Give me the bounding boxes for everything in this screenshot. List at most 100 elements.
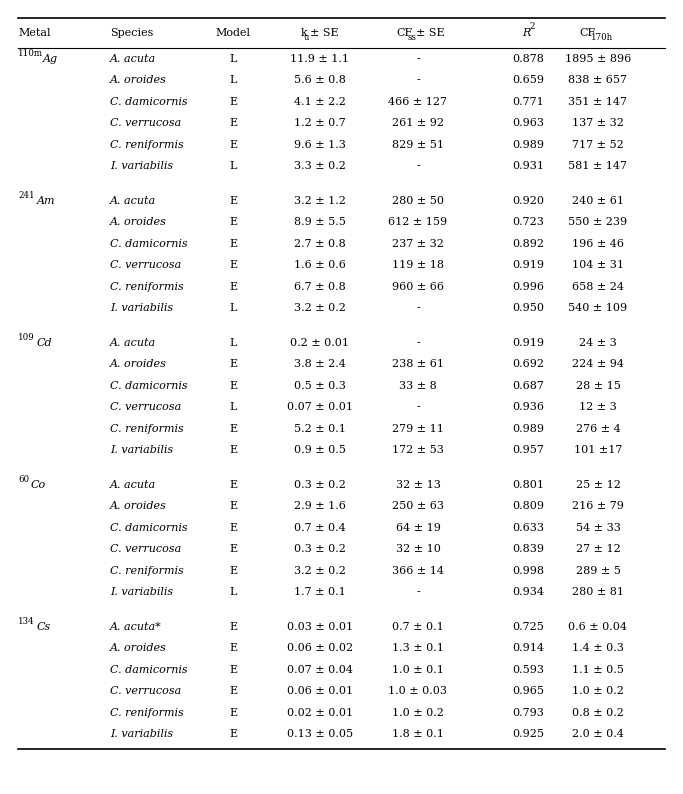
Text: 172 ± 53: 172 ± 53 — [392, 445, 444, 455]
Text: 0.801: 0.801 — [512, 480, 544, 490]
Text: 54 ± 33: 54 ± 33 — [576, 522, 620, 533]
Text: 0.963: 0.963 — [512, 118, 544, 129]
Text: 2.7 ± 0.8: 2.7 ± 0.8 — [294, 239, 346, 249]
Text: Co: Co — [31, 480, 46, 490]
Text: L: L — [229, 54, 237, 64]
Text: 612 ± 159: 612 ± 159 — [389, 218, 447, 227]
Text: 838 ± 657: 838 ± 657 — [568, 75, 628, 85]
Text: C. verrucosa: C. verrucosa — [110, 260, 181, 270]
Text: 4.1 ± 2.2: 4.1 ± 2.2 — [294, 97, 346, 106]
Text: 466 ± 127: 466 ± 127 — [389, 97, 447, 106]
Text: E: E — [229, 424, 237, 434]
Text: E: E — [229, 260, 237, 270]
Text: 1.4 ± 0.3: 1.4 ± 0.3 — [572, 643, 624, 653]
Text: 1.0 ± 0.1: 1.0 ± 0.1 — [392, 665, 444, 675]
Text: 224 ± 94: 224 ± 94 — [572, 359, 624, 369]
Text: 0.03 ± 0.01: 0.03 ± 0.01 — [287, 622, 353, 632]
Text: 0.8 ± 0.2: 0.8 ± 0.2 — [572, 707, 624, 718]
Text: 0.13 ± 0.05: 0.13 ± 0.05 — [287, 729, 353, 739]
Text: 0.06 ± 0.01: 0.06 ± 0.01 — [287, 686, 353, 696]
Text: 0.950: 0.950 — [512, 303, 544, 314]
Text: 216 ± 79: 216 ± 79 — [572, 501, 624, 511]
Text: 0.692: 0.692 — [512, 359, 544, 369]
Text: 241: 241 — [18, 191, 35, 200]
Text: 0.659: 0.659 — [512, 75, 544, 85]
Text: 0.6 ± 0.04: 0.6 ± 0.04 — [568, 622, 628, 632]
Text: 0.9 ± 0.5: 0.9 ± 0.5 — [294, 445, 346, 455]
Text: E: E — [229, 359, 237, 369]
Text: 0.989: 0.989 — [512, 140, 544, 150]
Text: 0.725: 0.725 — [512, 622, 544, 632]
Text: u: u — [304, 33, 309, 42]
Text: I. variabilis: I. variabilis — [110, 303, 173, 314]
Text: 110m: 110m — [18, 48, 43, 58]
Text: 32 ± 10: 32 ± 10 — [395, 544, 441, 554]
Text: 137 ± 32: 137 ± 32 — [572, 118, 624, 129]
Text: A. oroides: A. oroides — [110, 218, 167, 227]
Text: 280 ± 50: 280 ± 50 — [392, 196, 444, 206]
Text: 250 ± 63: 250 ± 63 — [392, 501, 444, 511]
Text: -: - — [416, 337, 420, 348]
Text: C. verrucosa: C. verrucosa — [110, 544, 181, 554]
Text: E: E — [229, 97, 237, 106]
Text: 0.965: 0.965 — [512, 686, 544, 696]
Text: 581 ± 147: 581 ± 147 — [568, 161, 628, 172]
Text: 0.3 ± 0.2: 0.3 ± 0.2 — [294, 480, 346, 490]
Text: A. acuta: A. acuta — [110, 337, 156, 348]
Text: 366 ± 14: 366 ± 14 — [392, 566, 444, 576]
Text: L: L — [229, 75, 237, 85]
Text: A. acuta*: A. acuta* — [110, 622, 162, 632]
Text: 276 ± 4: 276 ± 4 — [576, 424, 620, 434]
Text: 27 ± 12: 27 ± 12 — [576, 544, 620, 554]
Text: E: E — [229, 643, 237, 653]
Text: 658 ± 24: 658 ± 24 — [572, 282, 624, 291]
Text: 6.7 ± 0.8: 6.7 ± 0.8 — [294, 282, 346, 291]
Text: L: L — [229, 403, 237, 412]
Text: 64 ± 19: 64 ± 19 — [395, 522, 441, 533]
Text: 0.919: 0.919 — [512, 337, 544, 348]
Text: 3.8 ± 2.4: 3.8 ± 2.4 — [294, 359, 346, 369]
Text: 1.2 ± 0.7: 1.2 ± 0.7 — [294, 118, 346, 129]
Text: -: - — [416, 161, 420, 172]
Text: 0.06 ± 0.02: 0.06 ± 0.02 — [287, 643, 353, 653]
Text: 1.7 ± 0.1: 1.7 ± 0.1 — [294, 588, 346, 597]
Text: C. reniformis: C. reniformis — [110, 707, 184, 718]
Text: 3.2 ± 0.2: 3.2 ± 0.2 — [294, 566, 346, 576]
Text: 5.6 ± 0.8: 5.6 ± 0.8 — [294, 75, 346, 85]
Text: 279 ± 11: 279 ± 11 — [392, 424, 444, 434]
Text: 5.2 ± 0.1: 5.2 ± 0.1 — [294, 424, 346, 434]
Text: 9.6 ± 1.3: 9.6 ± 1.3 — [294, 140, 346, 150]
Text: ss: ss — [408, 33, 417, 42]
Text: R: R — [522, 28, 531, 38]
Text: Am: Am — [37, 196, 55, 206]
Text: E: E — [229, 381, 237, 391]
Text: Ag: Ag — [43, 54, 58, 64]
Text: C. reniformis: C. reniformis — [110, 424, 184, 434]
Text: -: - — [416, 303, 420, 314]
Text: 238 ± 61: 238 ± 61 — [392, 359, 444, 369]
Text: Model: Model — [216, 28, 251, 38]
Text: CF: CF — [579, 28, 596, 38]
Text: 104 ± 31: 104 ± 31 — [572, 260, 624, 270]
Text: 0.3 ± 0.2: 0.3 ± 0.2 — [294, 544, 346, 554]
Text: 0.2 ± 0.01: 0.2 ± 0.01 — [290, 337, 350, 348]
Text: E: E — [229, 622, 237, 632]
Text: ± SE: ± SE — [416, 28, 445, 38]
Text: Species: Species — [110, 28, 154, 38]
Text: 540 ± 109: 540 ± 109 — [568, 303, 628, 314]
Text: 12 ± 3: 12 ± 3 — [579, 403, 617, 412]
Text: 8.9 ± 5.5: 8.9 ± 5.5 — [294, 218, 346, 227]
Text: C. damicornis: C. damicornis — [110, 381, 188, 391]
Text: I. variabilis: I. variabilis — [110, 729, 173, 739]
Text: 25 ± 12: 25 ± 12 — [576, 480, 620, 490]
Text: E: E — [229, 501, 237, 511]
Text: 0.839: 0.839 — [512, 544, 544, 554]
Text: 351 ± 147: 351 ± 147 — [568, 97, 628, 106]
Text: 0.07 ± 0.04: 0.07 ± 0.04 — [287, 665, 353, 675]
Text: 0.633: 0.633 — [512, 522, 544, 533]
Text: Metal: Metal — [18, 28, 51, 38]
Text: 1.0 ± 0.2: 1.0 ± 0.2 — [572, 686, 624, 696]
Text: L: L — [229, 161, 237, 172]
Text: 0.771: 0.771 — [512, 97, 544, 106]
Text: 28 ± 15: 28 ± 15 — [576, 381, 620, 391]
